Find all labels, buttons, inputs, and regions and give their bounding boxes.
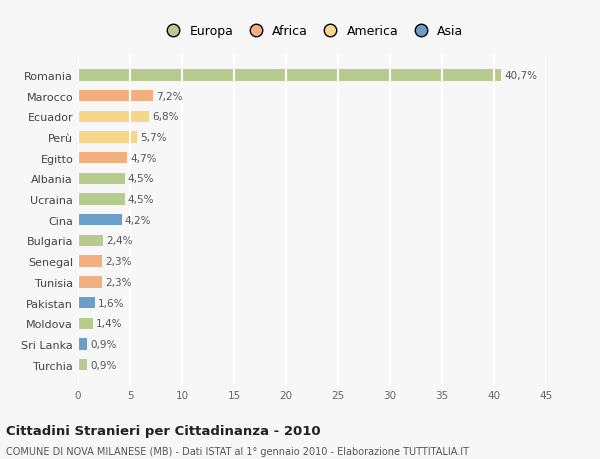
Bar: [78, 132, 137, 143]
Text: 2,3%: 2,3%: [105, 277, 131, 287]
Text: 7,2%: 7,2%: [156, 91, 182, 101]
Text: 4,2%: 4,2%: [125, 215, 151, 225]
Bar: [78, 256, 102, 267]
Text: 1,6%: 1,6%: [98, 298, 124, 308]
Bar: [78, 215, 122, 226]
Bar: [78, 91, 153, 102]
Text: 6,8%: 6,8%: [152, 112, 178, 122]
Text: 5,7%: 5,7%: [140, 133, 167, 143]
Bar: [78, 70, 501, 81]
Text: 0,9%: 0,9%: [91, 339, 117, 349]
Bar: [78, 194, 125, 205]
Text: 40,7%: 40,7%: [505, 71, 538, 81]
Text: 4,5%: 4,5%: [128, 174, 154, 184]
Bar: [78, 153, 127, 164]
Bar: [78, 235, 103, 246]
Text: 0,9%: 0,9%: [91, 360, 117, 370]
Bar: [78, 297, 95, 308]
Bar: [78, 359, 88, 370]
Bar: [78, 277, 102, 288]
Bar: [78, 174, 125, 185]
Bar: [78, 318, 92, 329]
Legend: Europa, Africa, America, Asia: Europa, Africa, America, Asia: [157, 22, 467, 42]
Text: 2,4%: 2,4%: [106, 236, 133, 246]
Text: 1,4%: 1,4%: [95, 319, 122, 329]
Text: 4,7%: 4,7%: [130, 153, 157, 163]
Text: Cittadini Stranieri per Cittadinanza - 2010: Cittadini Stranieri per Cittadinanza - 2…: [6, 424, 320, 437]
Text: 4,5%: 4,5%: [128, 195, 154, 205]
Text: COMUNE DI NOVA MILANESE (MB) - Dati ISTAT al 1° gennaio 2010 - Elaborazione TUTT: COMUNE DI NOVA MILANESE (MB) - Dati ISTA…: [6, 447, 469, 456]
Text: 2,3%: 2,3%: [105, 257, 131, 267]
Bar: [78, 339, 88, 350]
Bar: [78, 112, 149, 123]
